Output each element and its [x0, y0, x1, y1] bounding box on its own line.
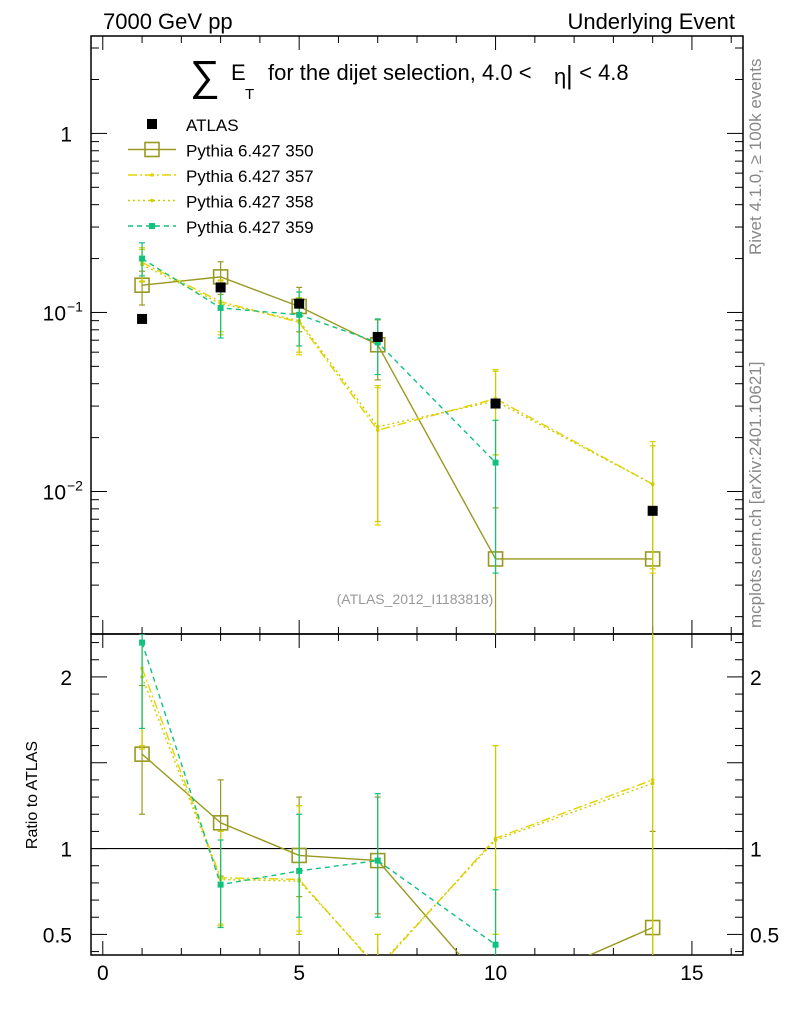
legend-item-atlas: ATLAS — [147, 116, 239, 135]
series-p359-marker — [374, 339, 381, 346]
ratio-series-group — [134, 634, 661, 1003]
series-p359-ratio-marker — [296, 867, 303, 874]
series-p359-ratio-marker — [139, 639, 146, 646]
header-right: Underlying Event — [567, 9, 735, 34]
x-tick-label: 10 — [484, 962, 507, 985]
legend-item-p358: Pythia 6.427 358 — [128, 193, 314, 212]
series-p350-ratio-marker — [489, 989, 503, 1003]
legend-label-atlas: ATLAS — [186, 116, 239, 135]
series-p359-marker — [217, 304, 224, 311]
series-p350-ratio-marker — [212, 815, 229, 831]
legend-label-p359: Pythia 6.427 359 — [186, 218, 314, 237]
legend-item-p350: Pythia 6.427 350 — [128, 142, 314, 161]
series-p358-ratio-marker — [650, 781, 655, 786]
ratio-tick-label-right: 1 — [750, 839, 762, 862]
legend-p359-marker — [149, 223, 155, 229]
series-p358-line — [141, 263, 653, 485]
series-atlas-marker — [490, 398, 501, 409]
series-p359-ratio-marker — [492, 941, 499, 948]
series-atlas-marker — [294, 298, 305, 309]
plot-title: ∑ E T for the dijet selection, 4.0 < η |… — [190, 52, 629, 103]
series-p357-ratio-line — [141, 668, 653, 955]
title-e: E — [231, 60, 246, 85]
sum-symbol: ∑ — [190, 52, 220, 99]
legend-label-p358: Pythia 6.427 358 — [186, 193, 314, 212]
series-p359-marker — [296, 311, 303, 318]
series-p359-ratio-marker — [217, 881, 224, 888]
series-p359-ratio-line — [141, 642, 496, 946]
ratio-tick-label-right: 0.5 — [750, 924, 779, 947]
title-end: < 4.8 — [573, 60, 629, 85]
series-atlas-marker — [137, 313, 148, 324]
y-tick-exponent: −2 — [67, 478, 83, 494]
ratio-tick-label-right: 2 — [750, 667, 762, 690]
legend-atlas-marker — [147, 119, 157, 129]
series-p357-ratio-marker — [376, 967, 380, 971]
ratio-y-label: Ratio to ATLAS — [24, 741, 41, 849]
main-series-group — [134, 242, 661, 634]
y-tick-label: 10 — [43, 482, 66, 505]
series-p357-line — [141, 261, 653, 485]
series-p350-ratio-line — [141, 753, 653, 955]
title-subscript: T — [245, 86, 254, 103]
legend-p358-marker — [150, 198, 154, 203]
title-abs-bar: | — [566, 60, 573, 90]
y-tick-label: 1 — [60, 123, 72, 146]
data-series — [134, 242, 661, 1003]
ratio-tick-label: 2 — [60, 667, 72, 690]
legend-item-p357: Pythia 6.427 357 — [128, 167, 314, 186]
y-tick-label: 10 — [43, 302, 66, 325]
ratio-tick-label: 1 — [60, 839, 72, 862]
title-eta: η — [554, 64, 566, 89]
analysis-id: (ATLAS_2012_I1183818) — [337, 591, 494, 607]
legend: ATLAS Pythia 6.427 350 Pythia 6.427 357 Pyt… — [128, 116, 314, 237]
ratio-tick-label: 0.5 — [43, 924, 72, 947]
series-atlas-marker — [647, 505, 658, 516]
series-p359-marker — [139, 255, 146, 262]
legend-p357-marker — [150, 173, 154, 177]
legend-item-p359: Pythia 6.427 359 — [128, 218, 314, 237]
rivet-version-label: Rivet 4.1.0, ≥ 100k events — [746, 59, 765, 255]
x-tick-label: 15 — [680, 962, 703, 985]
series-p359-ratio-marker — [374, 857, 381, 864]
series-p350-line — [141, 276, 653, 560]
series-p358-marker — [650, 482, 655, 486]
y-tick-exponent: −1 — [67, 298, 83, 314]
series-p358-ratio-marker — [376, 965, 380, 969]
legend-label-p357: Pythia 6.427 357 — [186, 167, 314, 186]
series-p358-ratio-marker — [493, 838, 498, 842]
legend-label-p350: Pythia 6.427 350 — [186, 142, 314, 161]
x-tick-label: 0 — [97, 962, 109, 985]
series-p358-marker — [375, 424, 380, 429]
legend-p350-marker — [144, 141, 160, 158]
series-p359-marker — [492, 459, 499, 466]
series-p358-ratio-line — [141, 676, 653, 955]
series-atlas-marker — [372, 331, 383, 342]
title-text: for the dijet selection, 4.0 < — [268, 60, 532, 85]
header-left: 7000 GeV pp — [103, 9, 233, 34]
series-atlas-marker — [215, 282, 226, 293]
x-tick-label: 5 — [293, 962, 305, 985]
mcplots-label: mcplots.cern.ch [arXiv:2401.10621] — [746, 362, 765, 628]
